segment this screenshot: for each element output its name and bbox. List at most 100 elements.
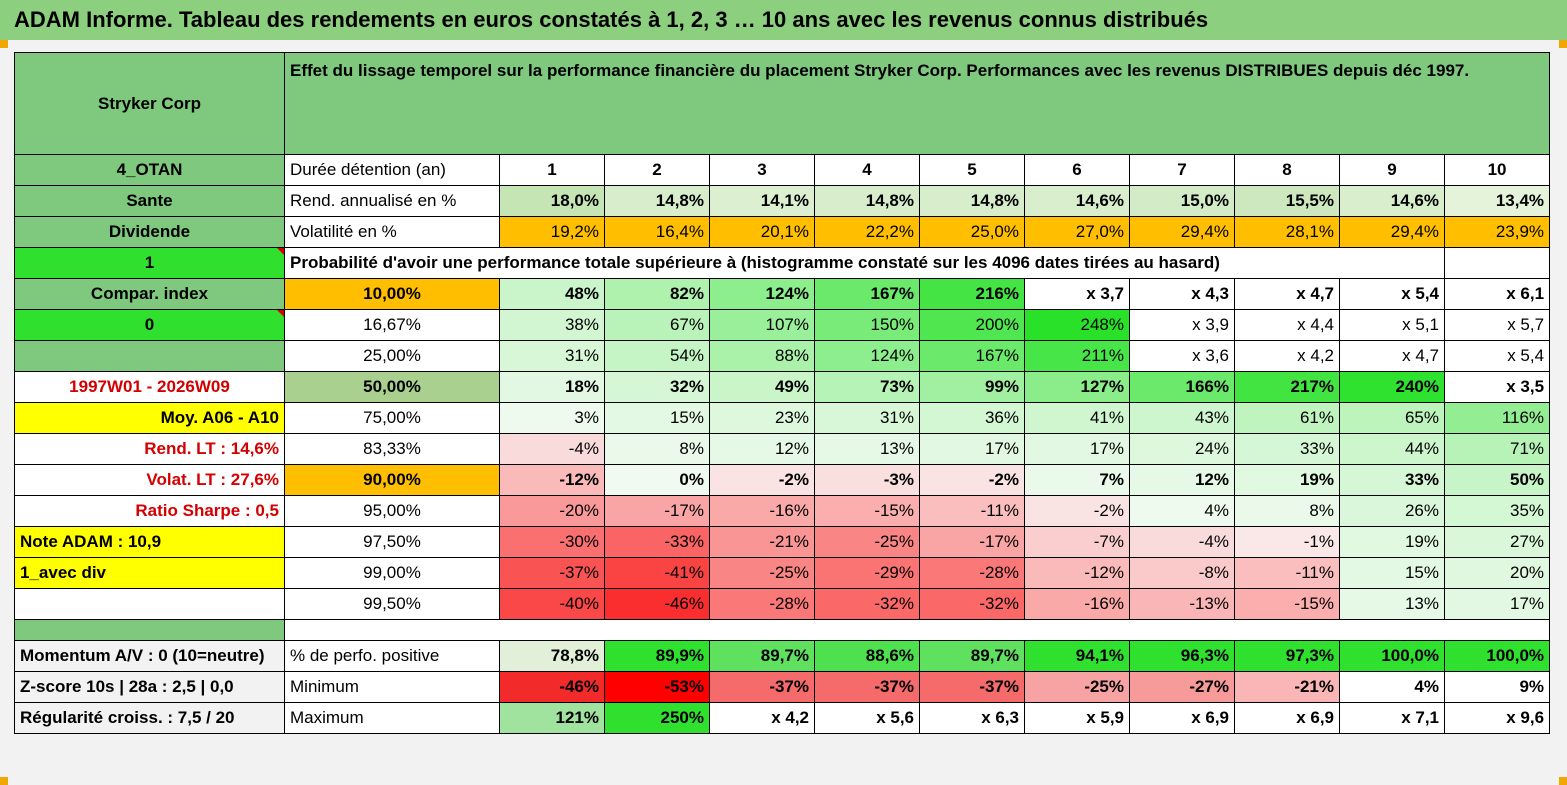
performance-cell: -32% bbox=[814, 588, 920, 620]
value-cell: 27,0% bbox=[1024, 216, 1130, 248]
table-body: Stryker Corp Effet du lissage temporel s… bbox=[14, 52, 1551, 734]
performance-cell: x 3,9 bbox=[1129, 309, 1235, 341]
performance-cell: 82% bbox=[604, 278, 710, 310]
value-cell: 14,8% bbox=[814, 185, 920, 217]
performance-cell: x 4,3 bbox=[1129, 278, 1235, 310]
performance-cell: 33% bbox=[1339, 464, 1445, 496]
value-cell: 14,8% bbox=[919, 185, 1025, 217]
performance-cell: 17% bbox=[919, 433, 1025, 465]
scenario-label bbox=[14, 588, 285, 620]
row-category: 4_OTAN bbox=[14, 154, 285, 186]
performance-cell: 32% bbox=[604, 371, 710, 403]
performance-cell: -7% bbox=[1024, 526, 1130, 558]
stat-label: Minimum bbox=[284, 671, 500, 703]
performance-cell: 12% bbox=[709, 433, 815, 465]
performance-cell: 48% bbox=[499, 278, 605, 310]
performance-cell: 24% bbox=[1129, 433, 1235, 465]
performance-cell: x 3,7 bbox=[1024, 278, 1130, 310]
corner-marker bbox=[0, 40, 8, 48]
probability-header-row: 1 Probabilité d'avoir une performance tot… bbox=[14, 247, 1551, 279]
probability-row: Compar. index 10,00% 48% 82% 124% 167% 216% x 3… bbox=[14, 278, 1551, 310]
performance-cell: 167% bbox=[814, 278, 920, 310]
performance-cell: -3% bbox=[814, 464, 920, 496]
stat-value: -27% bbox=[1129, 671, 1235, 703]
percentile-cell: 16,67% bbox=[284, 309, 500, 341]
performance-cell: x 4,2 bbox=[1234, 340, 1340, 372]
stat-value: -37% bbox=[919, 671, 1025, 703]
percentile-cell: 83,33% bbox=[284, 433, 500, 465]
performance-cell: 17% bbox=[1024, 433, 1130, 465]
performance-cell: 3% bbox=[499, 402, 605, 434]
percentile-cell: 50,00% bbox=[284, 371, 500, 403]
separator-row bbox=[14, 619, 1551, 641]
performance-cell: x 3,5 bbox=[1443, 371, 1551, 403]
info-row: Sante Rend. annualisé en % 18,0% 14,8% 14,1%… bbox=[14, 185, 1551, 217]
probability-row: 0 16,67% 38% 67% 107% 150% 200% 248% x 3,9 x 4,4 x… bbox=[14, 309, 1551, 341]
probability-row: 1997W01 - 2026W09 50,00% 18% 32% 49% 73% 99% 12… bbox=[14, 371, 1551, 403]
percentile-cell: 10,00% bbox=[284, 278, 500, 310]
performance-cell: -21% bbox=[709, 526, 815, 558]
info-row: 4_OTAN Durée détention (an) 1 2 3 4 5 6 7 8 9 10 bbox=[14, 154, 1551, 186]
value-cell: 29,4% bbox=[1339, 216, 1445, 248]
performance-cell: -12% bbox=[1024, 557, 1130, 589]
performance-cell: x 5,1 bbox=[1339, 309, 1445, 341]
performance-cell: -8% bbox=[1129, 557, 1235, 589]
performance-cell: -4% bbox=[499, 433, 605, 465]
value-cell: 15,5% bbox=[1234, 185, 1340, 217]
probability-row: Rend. LT : 14,6% 83,33% -4% 8% 12% 13% 17% 17% 2… bbox=[14, 433, 1551, 465]
performance-cell: 15% bbox=[604, 402, 710, 434]
scenario-label: Rend. LT : 14,6% bbox=[14, 433, 285, 465]
performance-cell: 49% bbox=[709, 371, 815, 403]
percentile-cell: 95,00% bbox=[284, 495, 500, 527]
performance-cell: 23% bbox=[709, 402, 815, 434]
performance-cell: 61% bbox=[1234, 402, 1340, 434]
performance-cell: 31% bbox=[814, 402, 920, 434]
performance-cell: x 4,4 bbox=[1234, 309, 1340, 341]
scenario-label: Ratio Sharpe : 0,5 bbox=[14, 495, 285, 527]
stat-value: x 6,9 bbox=[1234, 702, 1340, 734]
value-cell: 14,1% bbox=[709, 185, 815, 217]
performance-cell: 18% bbox=[499, 371, 605, 403]
stat-label: Maximum bbox=[284, 702, 500, 734]
performance-cell: 8% bbox=[604, 433, 710, 465]
value-cell: 22,2% bbox=[814, 216, 920, 248]
duration-header: 7 bbox=[1129, 154, 1235, 186]
stat-value: -25% bbox=[1024, 671, 1130, 703]
performance-cell: -15% bbox=[814, 495, 920, 527]
scenario-index: 1 bbox=[14, 247, 285, 279]
stat-value: 88,6% bbox=[814, 640, 920, 672]
row-label: Rend. annualisé en % bbox=[284, 185, 500, 217]
performance-cell: -28% bbox=[709, 588, 815, 620]
stat-value: -21% bbox=[1234, 671, 1340, 703]
stat-row: Z-score 10s | 28a : 2,5 | 0,0 Minimum -46%… bbox=[14, 671, 1551, 703]
stat-value: -53% bbox=[604, 671, 710, 703]
performance-cell: 13% bbox=[814, 433, 920, 465]
performance-cell: -13% bbox=[1129, 588, 1235, 620]
performance-cell: x 5,4 bbox=[1443, 340, 1551, 372]
stat-value: -37% bbox=[709, 671, 815, 703]
row-label: Volatilité en % bbox=[284, 216, 500, 248]
percentile-cell: 97,50% bbox=[284, 526, 500, 558]
performance-cell: 73% bbox=[814, 371, 920, 403]
percentile-cell: 90,00% bbox=[284, 464, 500, 496]
stat-label: % de perfo. positive bbox=[284, 640, 500, 672]
performance-cell: -17% bbox=[604, 495, 710, 527]
scenario-label: Note ADAM : 10,9 bbox=[14, 526, 285, 558]
asset-name: Stryker Corp bbox=[14, 52, 285, 155]
stat-category: Régularité croiss. : 7,5 / 20 bbox=[14, 702, 285, 734]
value-cell: 14,6% bbox=[1339, 185, 1445, 217]
performance-cell: 167% bbox=[919, 340, 1025, 372]
stat-value: -37% bbox=[814, 671, 920, 703]
performance-cell: -11% bbox=[1234, 557, 1340, 589]
performance-cell: 248% bbox=[1024, 309, 1130, 341]
stat-value: x 6,9 bbox=[1129, 702, 1235, 734]
probability-row: 25,00% 31% 54% 88% 124% 167% 211% x 3,6 x 4,2 x 4… bbox=[14, 340, 1551, 372]
performance-cell: 71% bbox=[1443, 433, 1551, 465]
scenario-label bbox=[14, 340, 285, 372]
value-cell: 13,4% bbox=[1443, 185, 1551, 217]
performance-cell: -2% bbox=[1024, 495, 1130, 527]
table-description: Effet du lissage temporel sur la perform… bbox=[283, 52, 1551, 155]
performance-cell: 13% bbox=[1339, 588, 1445, 620]
stat-value: 9% bbox=[1443, 671, 1551, 703]
stat-category: Momentum A/V : 0 (10=neutre) bbox=[14, 640, 285, 672]
